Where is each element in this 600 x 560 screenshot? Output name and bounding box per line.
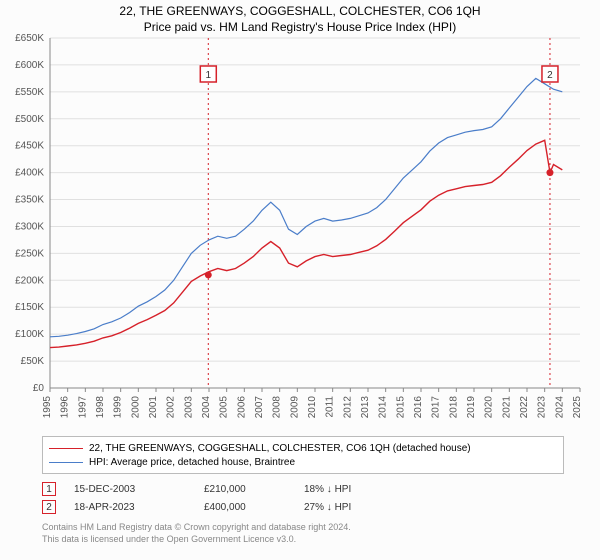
svg-text:£450K: £450K (15, 141, 44, 152)
transaction-marker: 2 (42, 500, 56, 514)
svg-text:2021: 2021 (501, 396, 512, 419)
svg-text:£100K: £100K (15, 329, 44, 340)
title-subtitle: Price paid vs. HM Land Registry's House … (0, 20, 600, 34)
svg-text:2023: 2023 (537, 396, 548, 419)
footer-attribution: Contains HM Land Registry data © Crown c… (42, 522, 564, 545)
transaction-row: 1 15-DEC-2003£210,00018% ↓ HPI (42, 480, 564, 498)
title-address: 22, THE GREENWAYS, COGGESHALL, COLCHESTE… (0, 4, 600, 18)
svg-text:2019: 2019 (466, 396, 477, 419)
svg-text:£150K: £150K (15, 302, 44, 313)
transaction-row: 2 18-APR-2023£400,00027% ↓ HPI (42, 498, 564, 516)
svg-text:£600K: £600K (15, 60, 44, 71)
svg-text:2004: 2004 (201, 396, 212, 419)
svg-text:2020: 2020 (484, 396, 495, 419)
svg-text:2024: 2024 (554, 396, 565, 419)
svg-text:£400K: £400K (15, 168, 44, 179)
svg-text:2011: 2011 (325, 396, 336, 418)
svg-text:£500K: £500K (15, 114, 44, 125)
transaction-price: £400,000 (204, 502, 304, 513)
svg-text:2022: 2022 (519, 396, 530, 419)
legend: 22, THE GREENWAYS, COGGESHALL, COLCHESTE… (42, 436, 564, 474)
svg-text:£350K: £350K (15, 195, 44, 206)
chart-area: £0 £50K £100K £150K £200K £250K £300K £350K £400… (0, 34, 600, 434)
svg-text:2018: 2018 (448, 396, 459, 419)
svg-text:2009: 2009 (289, 396, 300, 419)
legend-swatch (49, 462, 83, 463)
line-chart: £0 £50K £100K £150K £200K £250K £300K £350K £400… (0, 34, 600, 434)
legend-item: HPI: Average price, detached house, Brai… (49, 455, 557, 469)
svg-text:2025: 2025 (572, 396, 583, 419)
svg-text:1998: 1998 (95, 396, 106, 419)
transactions-table: 1 15-DEC-2003£210,00018% ↓ HPI 2 18-APR-202… (42, 480, 564, 516)
svg-text:2006: 2006 (236, 396, 247, 419)
svg-text:2000: 2000 (130, 396, 141, 419)
svg-text:1999: 1999 (113, 396, 124, 419)
transaction-diff: 18% ↓ HPI (304, 484, 424, 495)
svg-text:2013: 2013 (360, 396, 371, 419)
svg-text:1995: 1995 (42, 396, 53, 419)
svg-text:2016: 2016 (413, 396, 424, 419)
transaction-date: 15-DEC-2003 (74, 484, 204, 495)
svg-text:2015: 2015 (395, 396, 406, 419)
transaction-diff: 27% ↓ HPI (304, 502, 424, 513)
svg-text:2008: 2008 (272, 396, 283, 419)
transaction-marker: 1 (42, 482, 56, 496)
svg-text:£0: £0 (33, 383, 45, 394)
svg-text:2: 2 (547, 70, 553, 81)
svg-text:1996: 1996 (60, 396, 71, 419)
svg-text:£550K: £550K (15, 87, 44, 98)
svg-text:1: 1 (206, 70, 212, 81)
transaction-date: 18-APR-2023 (74, 502, 204, 513)
footer-line1: Contains HM Land Registry data © Crown c… (42, 522, 564, 534)
svg-text:2014: 2014 (378, 396, 389, 419)
svg-text:2003: 2003 (183, 396, 194, 419)
svg-text:£200K: £200K (15, 275, 44, 286)
legend-label: HPI: Average price, detached house, Brai… (89, 457, 295, 468)
svg-text:£300K: £300K (15, 221, 44, 232)
svg-text:2017: 2017 (431, 396, 442, 419)
legend-item: 22, THE GREENWAYS, COGGESHALL, COLCHESTE… (49, 441, 557, 455)
svg-text:2005: 2005 (219, 396, 230, 419)
transaction-price: £210,000 (204, 484, 304, 495)
svg-text:£50K: £50K (21, 356, 45, 367)
svg-text:2010: 2010 (307, 396, 318, 419)
svg-text:£250K: £250K (15, 248, 44, 259)
svg-text:£650K: £650K (15, 34, 44, 44)
svg-text:2001: 2001 (148, 396, 159, 419)
footer-line2: This data is licensed under the Open Gov… (42, 534, 564, 546)
legend-swatch (49, 448, 83, 449)
svg-text:2012: 2012 (342, 396, 353, 419)
svg-text:2002: 2002 (166, 396, 177, 419)
legend-label: 22, THE GREENWAYS, COGGESHALL, COLCHESTE… (89, 443, 471, 454)
svg-text:2007: 2007 (254, 396, 265, 419)
svg-text:1997: 1997 (77, 396, 88, 419)
chart-titles: 22, THE GREENWAYS, COGGESHALL, COLCHESTE… (0, 0, 600, 34)
